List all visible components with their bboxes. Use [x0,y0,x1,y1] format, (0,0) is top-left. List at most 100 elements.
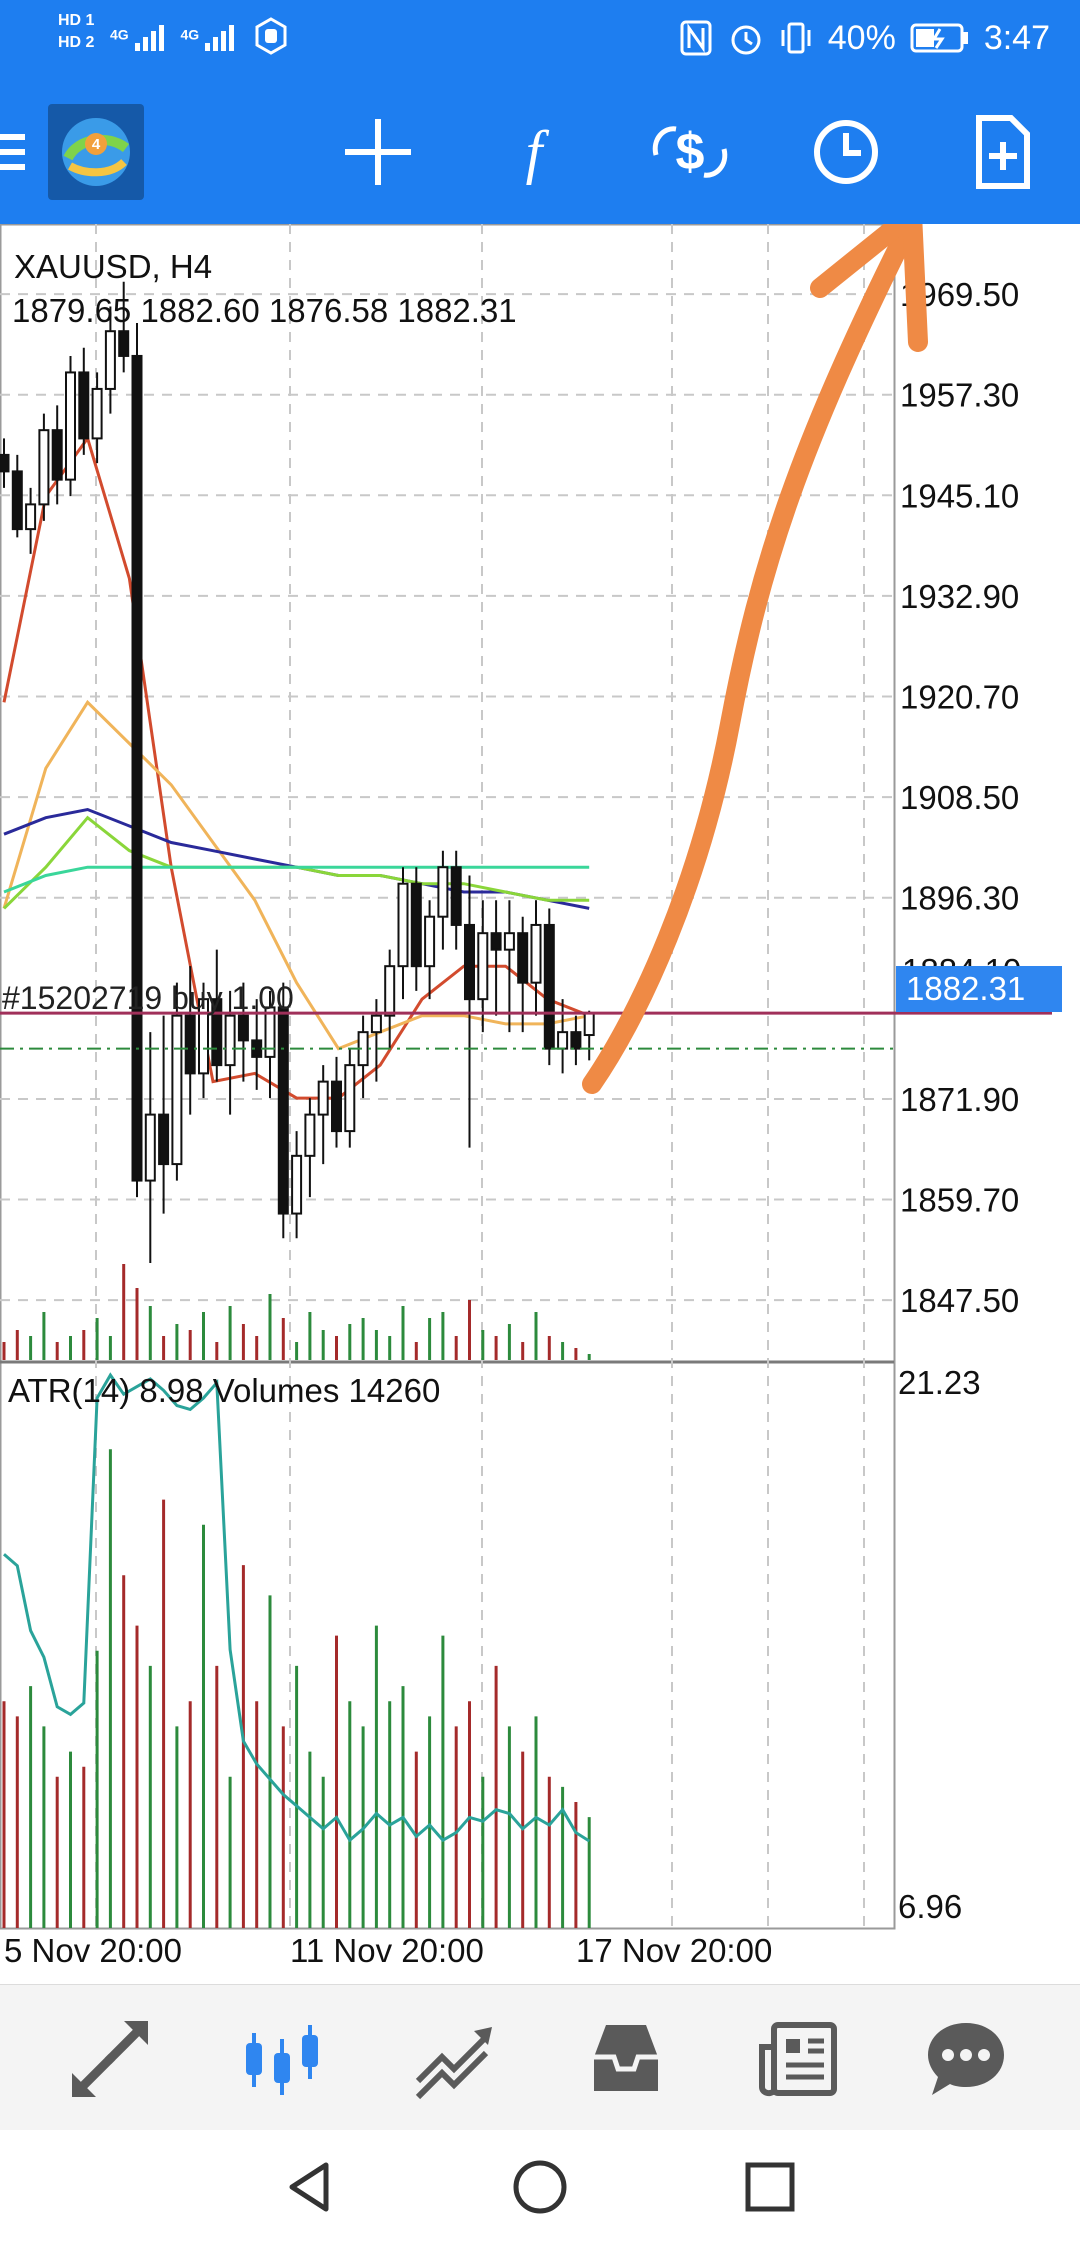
back-icon[interactable] [270,2152,350,2222]
candle-body [490,932,502,951]
candle-body [277,1006,289,1215]
candle-body [144,1113,156,1182]
candle-body [51,429,63,481]
indicator-label: ATR(14) 8.98 Volumes 14260 [8,1372,441,1409]
candle-body [104,330,116,390]
candle-body [65,371,76,481]
candle-body [583,1012,595,1037]
alarm-icon [731,25,761,55]
menu-icon[interactable] [0,110,40,194]
atr-scale-top: 21.23 [898,1364,981,1401]
battery-percent: 40% [827,18,896,57]
chart-icon[interactable] [232,2009,332,2109]
candle-body [410,882,422,968]
moving-average-line [2,435,590,1100]
sim1-label: HD 1 [58,12,95,29]
svg-text:f: f [526,119,550,185]
candle-body [0,453,10,473]
volume-bars [2,1264,591,1360]
candle-body [224,1014,236,1067]
home-icon[interactable] [500,2152,580,2222]
hand-icon [255,17,287,55]
candle-body [397,882,409,968]
candle-body [11,470,23,531]
candle-body [237,1014,249,1042]
trade-icon[interactable]: $ [648,110,732,194]
signal-icon-2 [205,25,235,51]
nfc-icon [680,20,712,56]
price-tick-label: 1859.70 [900,1182,1019,1219]
candle-body [317,1080,329,1116]
price-tick-label: 1957.30 [900,377,1019,414]
chart-area[interactable]: 1969.50 1957.30 1945.10 1932.90 1920.70 1908.… [0,223,1080,1984]
candle-body [38,429,50,506]
battery-icon [910,23,968,53]
ohlc-label: 1879.65 1882.60 1876.58 1882.31 [12,292,517,329]
chart-canvas[interactable]: 1969.50 1957.30 1945.10 1932.90 1920.70 1908.… [0,223,1080,1984]
candle-body [264,1006,276,1058]
moving-average-line [2,815,590,910]
sim2-label: HD 2 [58,34,95,51]
candle-body [184,1014,196,1075]
crosshair-icon[interactable] [336,110,420,194]
order-label[interactable]: #15202719 buy 1.00 [2,980,294,1016]
candle-body [477,932,489,1001]
candle-body [570,1031,582,1050]
candle-body [370,1014,382,1034]
candle-body [557,1031,569,1050]
price-tick-label: 1932.90 [900,578,1019,615]
svg-text:4: 4 [92,136,101,153]
trade-nav-icon[interactable] [404,2009,504,2109]
price-tick-label: 1847.50 [900,1282,1019,1319]
candle-body [384,965,396,1017]
recents-icon[interactable] [730,2152,810,2222]
messages-icon[interactable] [916,2009,1016,2109]
chart-axes: 1969.50 1957.30 1945.10 1932.90 1920.70 1908.… [0,276,1052,1319]
candle-body [304,1113,316,1157]
moving-average-line [2,699,590,1051]
candle-body [530,923,542,984]
signal-icon [134,25,164,51]
price-tick-label: 1871.90 [900,1081,1019,1118]
price-tick-label: 1920.70 [900,679,1019,716]
timeframe-icon[interactable] [804,110,888,194]
moving-average-line [3,807,590,910]
candle-body [450,866,462,926]
atr-line [3,1372,591,1843]
candle-body [543,923,555,1050]
quotes-icon[interactable] [60,2009,160,2109]
candle-body [78,371,90,440]
candle-body [291,1154,303,1215]
net2-label: 4G [180,26,200,43]
clock-time: 3:47 [983,18,1050,57]
candle-body [211,998,223,1067]
candle-body [131,354,143,1182]
candle-body [424,915,436,968]
indicators-icon[interactable]: f [492,110,576,194]
news-icon[interactable] [748,2009,848,2109]
new-order-icon[interactable] [960,110,1044,194]
atr-scale-bottom: 6.96 [898,1888,963,1925]
bid-price-box: 1882.31 [896,966,1062,1012]
symbol-label: XAUUSD, H4 [14,248,213,285]
moving-averages [2,435,590,1100]
date-label-3: 17 Nov 20:00 [576,1932,773,1969]
app-logo[interactable]: 4 [48,104,144,200]
svg-text:$: $ [676,123,705,181]
date-label-2: 11 Nov 20:00 [290,1932,484,1969]
candle-body [517,932,529,984]
candle-body [25,503,37,531]
price-tick-label: 1945.10 [900,477,1019,514]
candle-body [158,1113,170,1166]
candles [0,281,595,1264]
candle-body [171,1014,183,1166]
history-icon[interactable] [576,2009,676,2109]
bottom-navigation [0,1984,1080,2131]
candle-body [437,866,449,918]
price-tick-label: 1908.50 [900,779,1019,816]
status-right: 40% 3:47 [678,18,1050,58]
top-toolbar: 4 f $ [0,80,1080,224]
net1-label: 4G [110,26,129,43]
candle-body [118,330,130,357]
status-bar: HD 1 HD 2 4G 4G 40% 3:47 [0,0,1080,80]
